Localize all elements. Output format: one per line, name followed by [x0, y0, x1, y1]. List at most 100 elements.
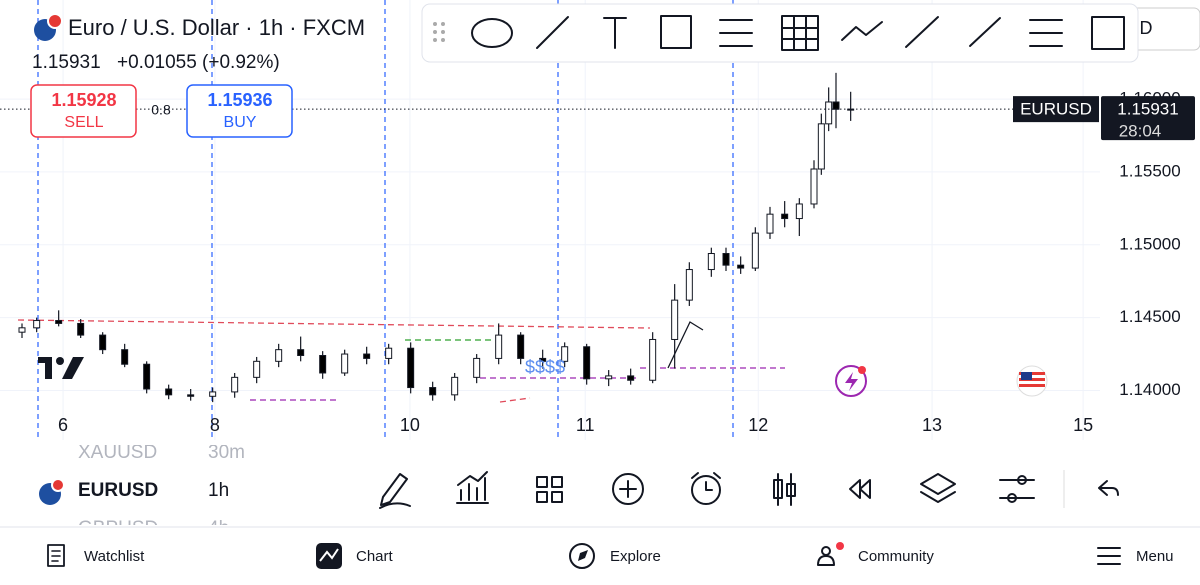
- symbol-tag-label: EURUSD: [1020, 100, 1092, 119]
- candle-body: [407, 347, 415, 389]
- buy-button[interactable]: [186, 84, 293, 138]
- candle-body: [795, 203, 803, 220]
- symbol-interval: 1h: [208, 480, 229, 501]
- tool-gann[interactable]: [781, 15, 819, 51]
- candle-body: [605, 375, 613, 380]
- btn-layouts[interactable]: [536, 476, 563, 503]
- candle-body: [847, 108, 855, 111]
- last-price: 1.15931: [32, 52, 101, 73]
- y-tick-label: 1.15500: [1119, 161, 1180, 180]
- watermark: [38, 357, 84, 379]
- time-axis: 6 8 10 11 12 13 15: [58, 415, 1093, 435]
- candle-body: [627, 375, 635, 381]
- candle-body: [165, 388, 173, 396]
- y-tick-label: 1.14000: [1119, 380, 1180, 399]
- candle-body: [55, 320, 63, 324]
- spread: 0.8: [151, 102, 171, 118]
- candle-body: [810, 168, 818, 205]
- nav-item[interactable]: Watchlist: [84, 548, 145, 565]
- x-tick-label: 11: [576, 415, 595, 435]
- btn-indicators[interactable]: [456, 471, 489, 504]
- candle-body: [143, 363, 151, 390]
- candle-body: [766, 213, 774, 234]
- candles: [18, 72, 855, 403]
- symbol-name: XAUUSD: [78, 442, 157, 463]
- btn-add[interactable]: [612, 473, 644, 505]
- drawings: [17, 319, 785, 403]
- nav-item[interactable]: Explore: [610, 548, 661, 565]
- candle-body: [253, 360, 261, 378]
- candle-body: [341, 353, 349, 374]
- btn-replay[interactable]: [849, 479, 871, 499]
- annotation: $$$$: [525, 357, 565, 377]
- symbol-interval: 30m: [208, 442, 245, 463]
- candle-body: [473, 357, 481, 378]
- change: +0.01055 (+0.92%): [117, 52, 280, 73]
- x-tick-label: 6: [58, 415, 68, 435]
- candle-body: [649, 338, 657, 381]
- candle-body: [832, 101, 840, 110]
- candle-body: [671, 299, 679, 340]
- tool-text[interactable]: [603, 17, 627, 49]
- btn-draw[interactable]: [379, 473, 411, 509]
- price-tag: [1101, 96, 1195, 141]
- candle-body: [231, 376, 239, 393]
- tool-ellipse[interactable]: [471, 18, 513, 48]
- x-tick-label: 8: [210, 415, 220, 435]
- btn-undo[interactable]: [1098, 480, 1119, 496]
- candle-body: [685, 269, 693, 301]
- candle-body: [209, 391, 217, 397]
- buy-price: 1.15936: [207, 90, 272, 110]
- candle-body: [363, 353, 371, 359]
- y-tick-label: 1.15000: [1119, 234, 1180, 253]
- tool-rectangle[interactable]: [660, 15, 692, 49]
- btn-alert[interactable]: [691, 475, 721, 505]
- sell-label: SELL: [64, 114, 103, 131]
- candle-body: [33, 320, 41, 329]
- candle-body: [825, 101, 833, 125]
- tool-fib-ext[interactable]: [1029, 19, 1063, 47]
- nav-item[interactable]: Chart: [356, 548, 394, 565]
- header: Euro / U.S. Dollar · 1h · FXCM 1.15931 +…: [30, 13, 365, 138]
- session-lines: [37, 0, 734, 440]
- tool-path[interactable]: [841, 21, 883, 41]
- candle-body: [517, 334, 525, 359]
- sell-button[interactable]: [30, 84, 137, 138]
- btn-chart-type[interactable]: [773, 473, 796, 506]
- candle-body: [385, 347, 393, 359]
- btn-settings[interactable]: [999, 479, 1035, 499]
- candle-body: [429, 387, 437, 396]
- symbol-tag: [1013, 96, 1099, 123]
- tool-fib[interactable]: [719, 19, 753, 47]
- candle-body: [297, 349, 305, 356]
- interval-button[interactable]: D: [1140, 18, 1153, 38]
- price-axis-bg: [1100, 0, 1200, 440]
- tool-arrow[interactable]: [536, 16, 569, 49]
- x-tick-label: 13: [922, 415, 942, 435]
- tool-trendline[interactable]: [905, 16, 939, 48]
- candle-body: [722, 253, 730, 266]
- candle-body: [99, 334, 107, 351]
- tool-ray[interactable]: [969, 17, 1001, 47]
- candle-body: [539, 357, 547, 362]
- symbol-interval: 4h: [208, 518, 229, 539]
- tool-measure[interactable]: [1091, 16, 1125, 50]
- candle-body: [583, 346, 591, 380]
- nav-item[interactable]: Community: [858, 548, 934, 565]
- x-tick-label: 12: [748, 415, 768, 435]
- grid: [0, 0, 1100, 440]
- event-icons: [835, 365, 1048, 397]
- bottom-toolbar: XAUUSD 30m EURUSD 1h GBPUSD 4h: [39, 442, 1119, 539]
- symbol-name: EURUSD: [78, 480, 158, 501]
- nav-item[interactable]: Menu: [1136, 548, 1174, 565]
- candle-body: [187, 394, 195, 397]
- x-tick-label: 10: [400, 415, 420, 435]
- candle-body: [121, 349, 129, 365]
- candle-body: [451, 376, 459, 396]
- candle-body: [18, 327, 26, 333]
- btn-layers[interactable]: [920, 473, 956, 503]
- candle-body: [77, 322, 85, 336]
- sell-price: 1.15928: [51, 90, 116, 110]
- y-tick-label: 1.14500: [1119, 307, 1180, 326]
